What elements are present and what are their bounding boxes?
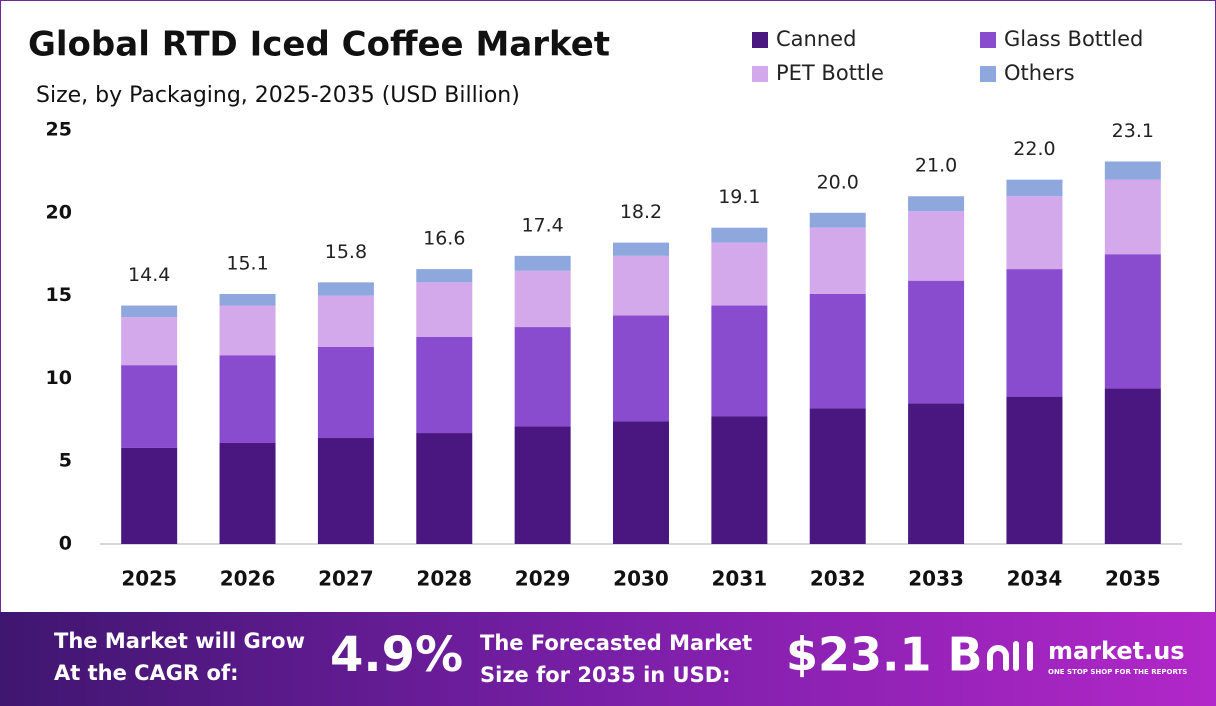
bar-segment bbox=[317, 282, 374, 296]
bar-segment bbox=[514, 270, 571, 328]
bar-segment bbox=[1006, 179, 1063, 197]
total-label: 15.1 bbox=[226, 252, 268, 274]
legend-label: PET Bottle bbox=[776, 61, 884, 85]
total-label: 18.2 bbox=[620, 201, 662, 223]
bar-segment bbox=[809, 293, 866, 409]
y-tick-label: 10 bbox=[46, 367, 72, 389]
x-tick-label: 2028 bbox=[416, 567, 472, 591]
bar-segment bbox=[219, 442, 276, 544]
bar-segment bbox=[908, 403, 965, 544]
bar-segment bbox=[121, 317, 178, 366]
bar-segment bbox=[317, 346, 374, 439]
total-label: 20.0 bbox=[817, 171, 859, 193]
brand-logo bbox=[987, 641, 1033, 671]
total-label: 23.1 bbox=[1112, 120, 1154, 142]
bar-segment bbox=[317, 295, 374, 347]
bar-segment bbox=[1006, 269, 1063, 397]
chart-subtitle: Size, by Packaging, 2025-2035 (USD Billi… bbox=[36, 83, 520, 108]
legend-label: Glass Bottled bbox=[1004, 27, 1143, 51]
total-label: 21.0 bbox=[915, 155, 957, 177]
bar-segment bbox=[1104, 161, 1161, 180]
bar-segment bbox=[219, 355, 276, 443]
bar-segment bbox=[219, 293, 276, 306]
bar-segment bbox=[121, 305, 178, 318]
bar-segment bbox=[219, 305, 276, 356]
bar-segment bbox=[809, 227, 866, 294]
bar-segment bbox=[1006, 196, 1063, 270]
brand: market.us bbox=[1048, 637, 1185, 665]
bar-segment bbox=[1006, 396, 1063, 544]
bar-segment bbox=[711, 242, 768, 306]
bar-segment bbox=[711, 416, 768, 544]
size-value: $23.1 B bbox=[786, 628, 983, 682]
bar-segment bbox=[1104, 388, 1161, 544]
bar-segment bbox=[416, 282, 473, 337]
y-tick-label: 0 bbox=[59, 533, 72, 555]
logo-shape bbox=[987, 645, 1009, 671]
x-tick-label: 2035 bbox=[1105, 567, 1161, 591]
bar-segment bbox=[711, 305, 768, 417]
total-label: 15.8 bbox=[325, 241, 367, 263]
x-tick-label: 2027 bbox=[318, 567, 374, 591]
bar-segment bbox=[514, 327, 571, 427]
x-tick-label: 2032 bbox=[810, 567, 866, 591]
total-label: 22.0 bbox=[1013, 138, 1055, 160]
bar-segment bbox=[908, 196, 965, 212]
size-text: Size for 2035 in USD: bbox=[480, 663, 731, 687]
footer-band bbox=[0, 612, 1216, 706]
bar-segment bbox=[416, 269, 473, 283]
size-text: The Forecasted Market bbox=[480, 631, 752, 655]
bar-segment bbox=[1104, 254, 1161, 389]
bar-segment bbox=[613, 421, 669, 544]
legend-swatch bbox=[752, 66, 768, 82]
bar-segment bbox=[613, 315, 669, 422]
bar-segment bbox=[317, 438, 374, 544]
total-label: 16.6 bbox=[423, 228, 465, 250]
bar-segment bbox=[514, 426, 571, 544]
bar-segment bbox=[908, 211, 965, 281]
legend-label: Canned bbox=[776, 27, 856, 51]
x-tick-label: 2030 bbox=[613, 567, 669, 591]
bar-segment bbox=[711, 227, 768, 243]
x-tick-label: 2031 bbox=[712, 567, 768, 591]
legend-label: Others bbox=[1004, 61, 1075, 85]
y-tick-label: 25 bbox=[46, 119, 72, 141]
bar-segment bbox=[809, 212, 866, 228]
x-tick-label: 2025 bbox=[121, 567, 177, 591]
legend-swatch bbox=[980, 66, 996, 82]
cagr-text: The Market will Grow bbox=[54, 629, 305, 653]
cagr-value: 4.9% bbox=[330, 627, 463, 683]
bar-segment bbox=[121, 447, 178, 544]
bar-segment bbox=[1104, 179, 1161, 255]
y-tick-label: 20 bbox=[46, 201, 72, 223]
x-tick-label: 2034 bbox=[1007, 567, 1063, 591]
bar-segment bbox=[613, 255, 669, 316]
logo-shape bbox=[1013, 641, 1033, 671]
total-label: 17.4 bbox=[521, 214, 563, 236]
bar-segment bbox=[809, 408, 866, 544]
x-tick-label: 2026 bbox=[220, 567, 276, 591]
bar-segment bbox=[613, 242, 669, 256]
bar-segment bbox=[121, 365, 178, 448]
y-tick-label: 5 bbox=[59, 450, 72, 472]
y-tick-label: 15 bbox=[46, 284, 72, 306]
legend-swatch bbox=[980, 32, 996, 48]
bar-segment bbox=[416, 433, 473, 544]
total-label: 14.4 bbox=[128, 264, 170, 286]
bar-segment bbox=[416, 337, 473, 434]
bar-segment bbox=[514, 255, 571, 271]
cagr-text: At the CAGR of: bbox=[54, 661, 239, 685]
legend-swatch bbox=[752, 32, 768, 48]
x-tick-label: 2029 bbox=[515, 567, 571, 591]
total-label: 19.1 bbox=[718, 186, 760, 208]
chart-title: Global RTD Iced Coffee Market bbox=[28, 25, 610, 65]
x-tick-label: 2033 bbox=[908, 567, 964, 591]
tagline: ONE STOP SHOP FOR THE REPORTS bbox=[1048, 668, 1187, 676]
bar-segment bbox=[908, 280, 965, 404]
